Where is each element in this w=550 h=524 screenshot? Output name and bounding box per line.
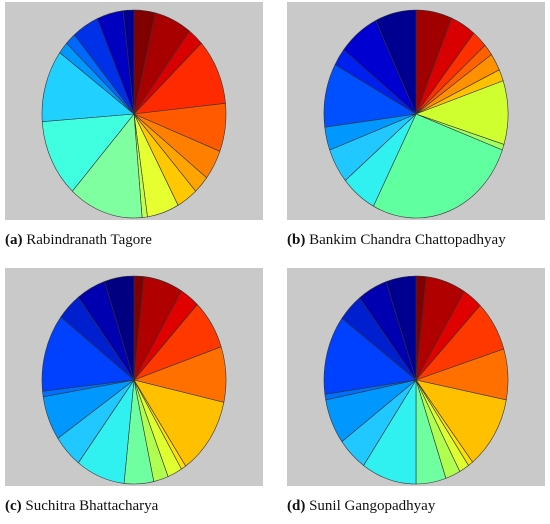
caption: (d) Sunil Gangopadhyay [287,498,436,514]
caption-title: Sunil Gangopadhyay [309,498,436,514]
chart-panel: (b) Bankim Chandra Chattopadhyay [287,2,545,248]
pie-slice [415,379,507,463]
caption-title: Rabindranath Tagore [26,232,152,248]
caption-label: (d) [287,498,305,514]
chart-panel: (c) Suchitra Bhattacharya [5,268,263,514]
caption: (c) Suchitra Bhattacharya [5,498,159,514]
caption-title: Suchitra Bhattacharya [25,498,158,514]
chart-panel: (a) Rabindranath Tagore [5,2,263,248]
caption-label: (a) [5,232,23,248]
caption: (b) Bankim Chandra Chattopadhyay [287,232,506,248]
pie-slice [41,52,135,122]
pie-slice [41,316,135,392]
pie-slice [375,9,417,115]
caption-title: Bankim Chandra Chattopadhyay [309,232,506,248]
caption-label: (c) [5,498,22,514]
caption-label: (b) [287,232,305,248]
pie-slice [323,317,417,395]
pie-slice [373,113,503,219]
pie-slice [41,113,135,192]
pie-slice [104,275,135,381]
chart-panel: (d) Sunil Gangopadhyay [287,268,545,514]
pie-slice [122,9,135,115]
pie-slice [133,379,225,467]
pie-slice [71,113,143,219]
pie-slice [385,275,417,381]
caption: (a) Rabindranath Tagore [5,232,152,248]
